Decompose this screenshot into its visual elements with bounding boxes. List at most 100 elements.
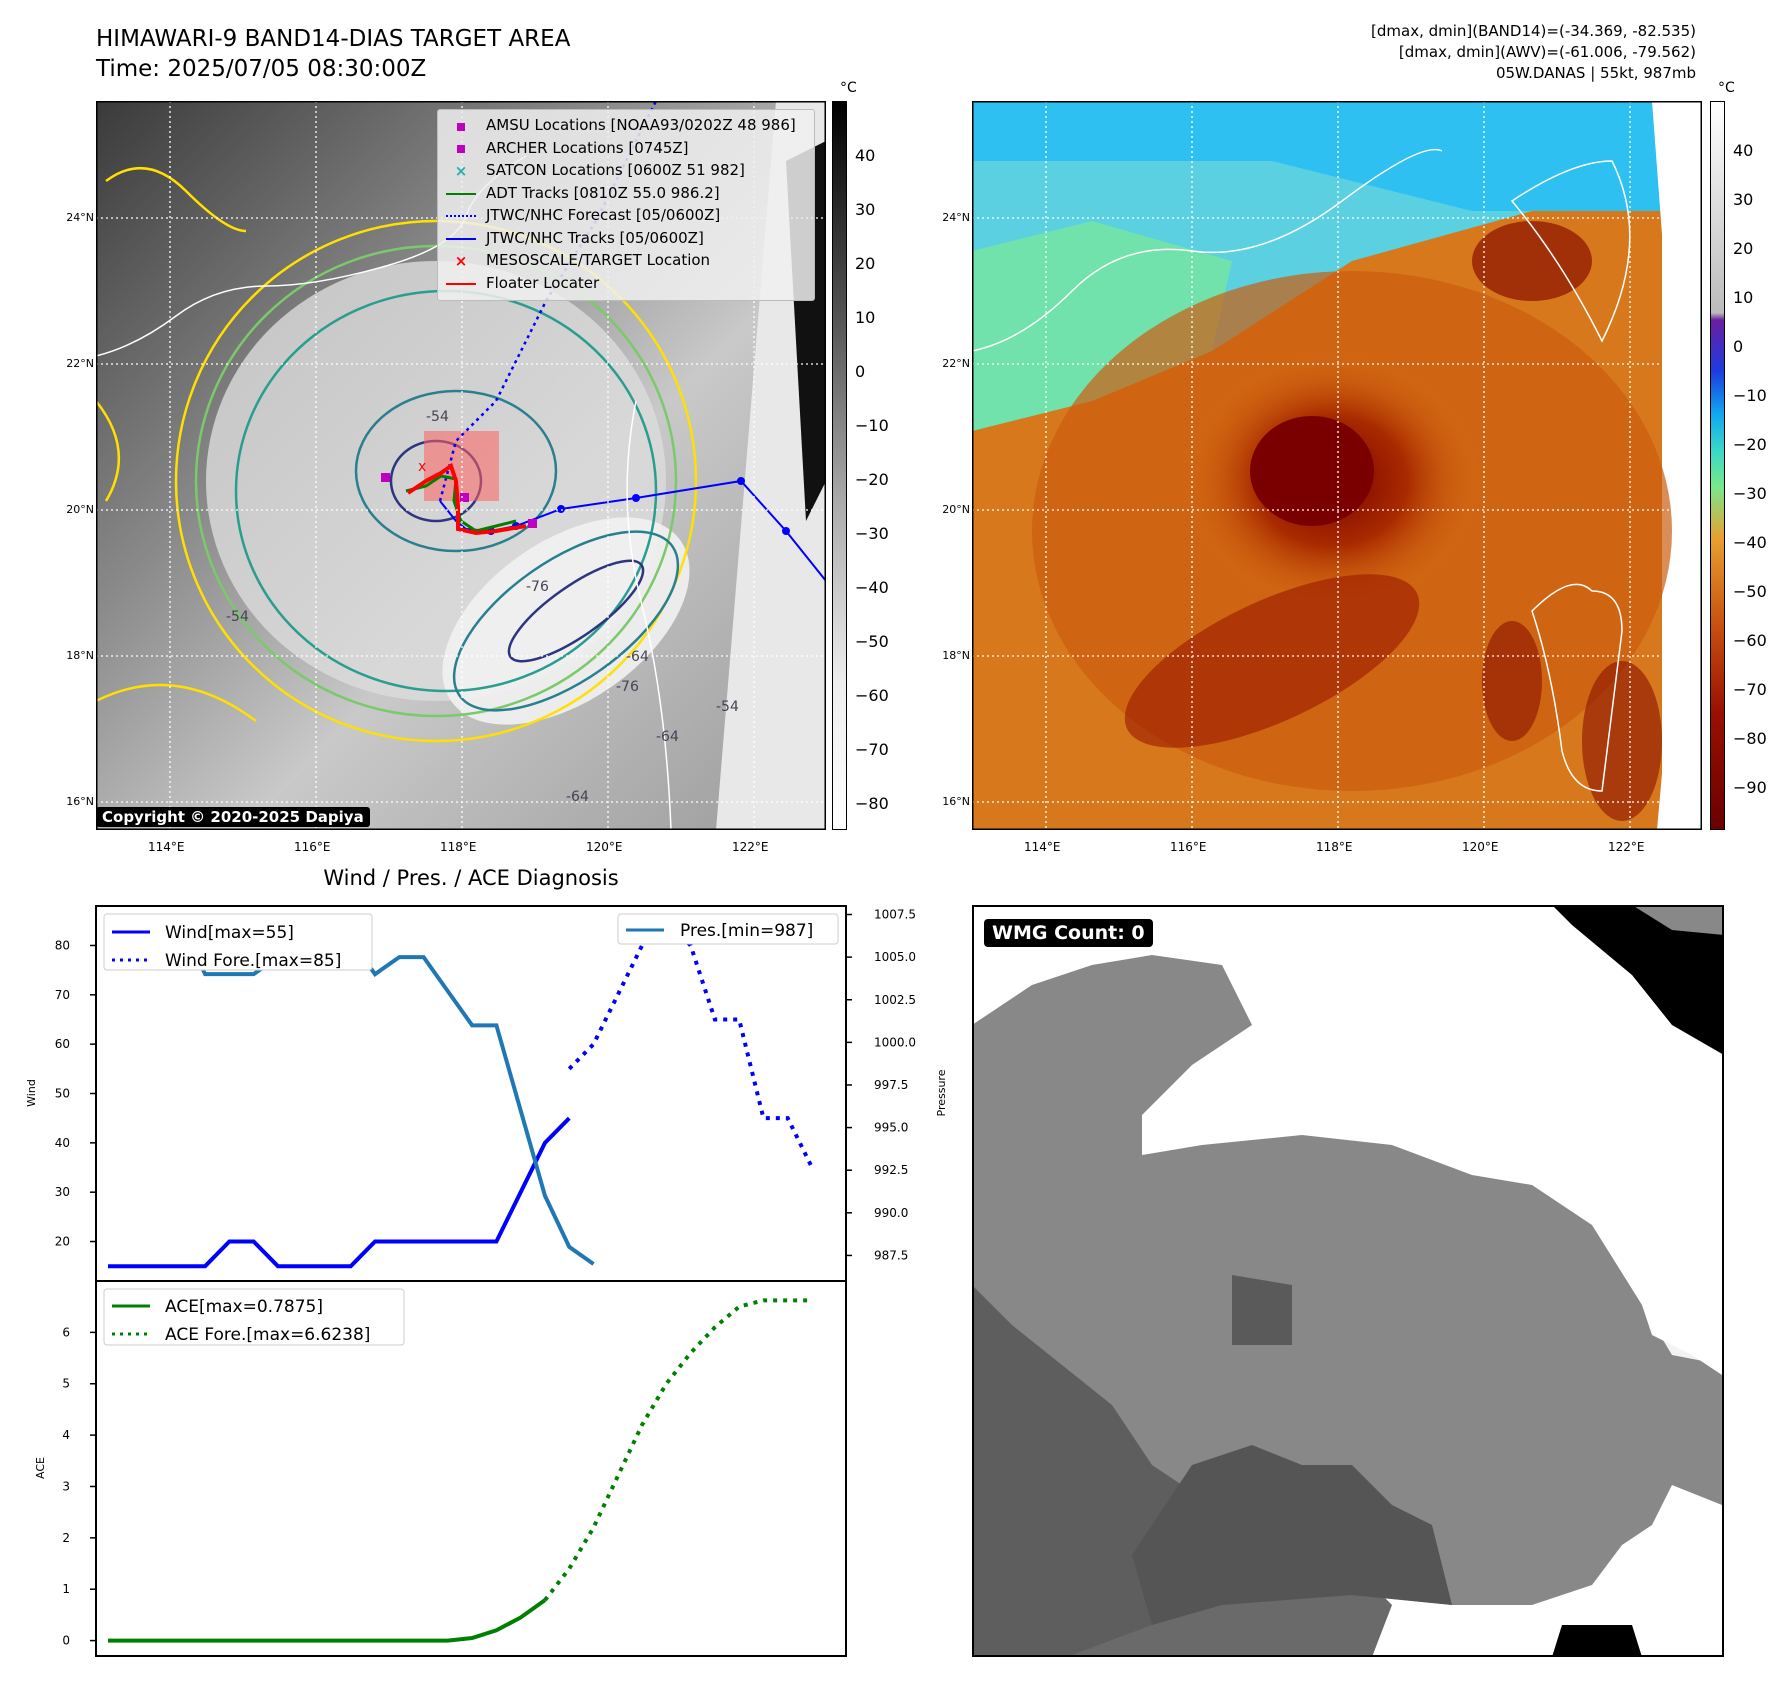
legend-symbol [444,139,478,157]
y-tick-label: 20 [55,1235,70,1249]
contour-label: -54 [226,609,249,625]
y-tick-label: 992.5 [874,1163,908,1177]
legend-entry: ACE Fore.[max=6.6238] [165,1325,370,1345]
chart-title: HIMAWARI-9 BAND14-DIAS TARGET AREA [96,26,571,52]
legend-item: AMSU Locations [NOAA93/0202Z 48 986] [444,116,796,136]
lon-label: 120°E [1462,840,1499,854]
wind-axis-label: Wind [25,1079,38,1107]
colorbar-tick: −50 [1733,582,1767,601]
wv-colorbar-ticks: 40 30 20 10 0 −10 −20 −30 −40 −50 −60 −7… [1733,101,1783,830]
legend-label: JTWC/NHC Forecast [05/0600Z] [486,206,721,224]
wmg-panel: WMG Count: 0 [972,905,1724,1657]
colorbar-tick: −80 [1733,729,1767,748]
y-tick-label: 1007.5 [874,908,916,922]
info-storm: 05W.DANAS | 55kt, 987mb [1495,64,1696,82]
y-tick-label: 995.0 [874,1121,908,1135]
y-tick-label: 2 [62,1531,70,1545]
y-tick-label: 30 [55,1185,70,1199]
y-tick-label: 80 [55,938,70,952]
ir-lon-labels: 114°E 116°E 118°E 120°E 122°E [96,840,826,858]
ace-axes-frame [95,1280,847,1657]
contour-label: -76 [526,579,549,595]
wv-lat-labels: 24°N 22°N 20°N 18°N 16°N [926,101,970,830]
colorbar-tick: 30 [1733,190,1754,209]
colorbar-tick: −40 [855,578,889,597]
lat-label: 16°N [66,795,94,808]
y-tick-label: 987.5 [874,1248,908,1262]
legend-entry: Wind Fore.[max=85] [165,951,341,971]
legend-item: Floater Locater [444,274,599,294]
lon-label: 120°E [586,840,623,854]
y-tick-label: 3 [62,1479,70,1493]
contour-label: -54 [426,409,449,425]
lon-label: 114°E [148,840,185,854]
y-tick-label: 1000.0 [874,1035,916,1049]
legend-label: ARCHER Locations [0745Z] [486,138,689,157]
series-line [108,1598,547,1643]
lat-label: 22°N [66,357,94,370]
colorbar-tick: 20 [855,254,876,273]
y-tick-label: 1005.0 [874,950,916,964]
chart-time: Time: 2025/07/05 08:30:00Z [96,56,427,82]
wmg-count-badge: WMG Count: 0 [984,919,1153,947]
legend-label: MESOSCALE/TARGET Location [486,251,711,269]
colorbar-tick: 40 [855,146,876,165]
colorbar-tick: 30 [855,200,876,219]
copyright-badge: Copyright © 2020-2025 Dapiya [96,807,370,827]
map-legend: AMSU Locations [NOAA93/0202Z 48 986] ARCH… [437,109,815,301]
lat-label: 22°N [942,357,970,370]
colorbar-tick: −30 [855,524,889,543]
pressure-legend: Pres.[min=987] [617,913,839,945]
legend-symbol [444,207,478,225]
colorbar-tick: −30 [1733,484,1767,503]
ir-lat-labels: 24°N 22°N 20°N 18°N 16°N [50,101,94,830]
legend-label: Floater Locater [486,273,600,292]
series-line [543,1298,812,1602]
colorbar-tick: 0 [1733,337,1744,356]
y-tick-label: 70 [55,988,70,1002]
y-tick-label: 5 [62,1377,70,1391]
lon-label: 116°E [1170,840,1207,854]
series-line [567,917,814,1169]
lat-label: 18°N [66,649,94,662]
colorbar-tick: −20 [1733,435,1767,454]
lat-label: 20°N [942,503,970,516]
y-tick-label: 1002.5 [874,993,916,1007]
wind-legend: Wind[max=55] Wind Fore.[max=85] [103,913,373,971]
contour-label: -64 [566,789,589,805]
colorbar-tick: 10 [855,308,876,327]
series-line [108,1116,571,1269]
contour-label: -64 [626,649,649,665]
colorbar-tick: −10 [855,416,889,435]
ir-colorbar [832,101,847,830]
legend-item: JTWC/NHC Forecast [05/0600Z] [444,206,720,226]
colorbar-tick: −10 [1733,386,1767,405]
legend-label: SATCON Locations [0600Z 51 982] [486,161,745,179]
colorbar-tick: −50 [855,632,889,651]
legend-item: ADT Tracks [0810Z 55.0 986.2] [444,184,720,204]
colorbar-tick: 20 [1733,239,1754,258]
legend-entry: Pres.[min=987] [680,921,813,941]
y-tick-label: 4 [62,1428,70,1442]
contour-label: -54 [716,699,739,715]
wv-colorbar-unit: °C [1718,80,1735,96]
legend-label: JTWC/NHC Tracks [05/0600Z] [486,228,704,247]
y-tick-label: 1 [62,1582,70,1596]
colorbar-tick: −70 [855,740,889,759]
colorbar-tick: −80 [855,794,889,813]
y-tick-label: 6 [62,1325,70,1339]
lon-label: 114°E [1024,840,1061,854]
wv-colorbar [1710,101,1725,830]
lon-label: 116°E [294,840,331,854]
legend-symbol [444,229,478,247]
colorbar-tick: 40 [1733,141,1754,160]
lat-label: 16°N [942,795,970,808]
legend-symbol: × [454,161,468,180]
svg-text:x: x [418,459,426,475]
legend-entry: Wind[max=55] [165,923,294,943]
y-tick-label: 990.0 [874,1206,908,1220]
colorbar-tick: −90 [1733,778,1767,797]
legend-item: JTWC/NHC Tracks [05/0600Z] [444,229,704,249]
colorbar-tick: −40 [1733,533,1767,552]
wv-lon-labels: 114°E 116°E 118°E 120°E 122°E [972,840,1702,858]
